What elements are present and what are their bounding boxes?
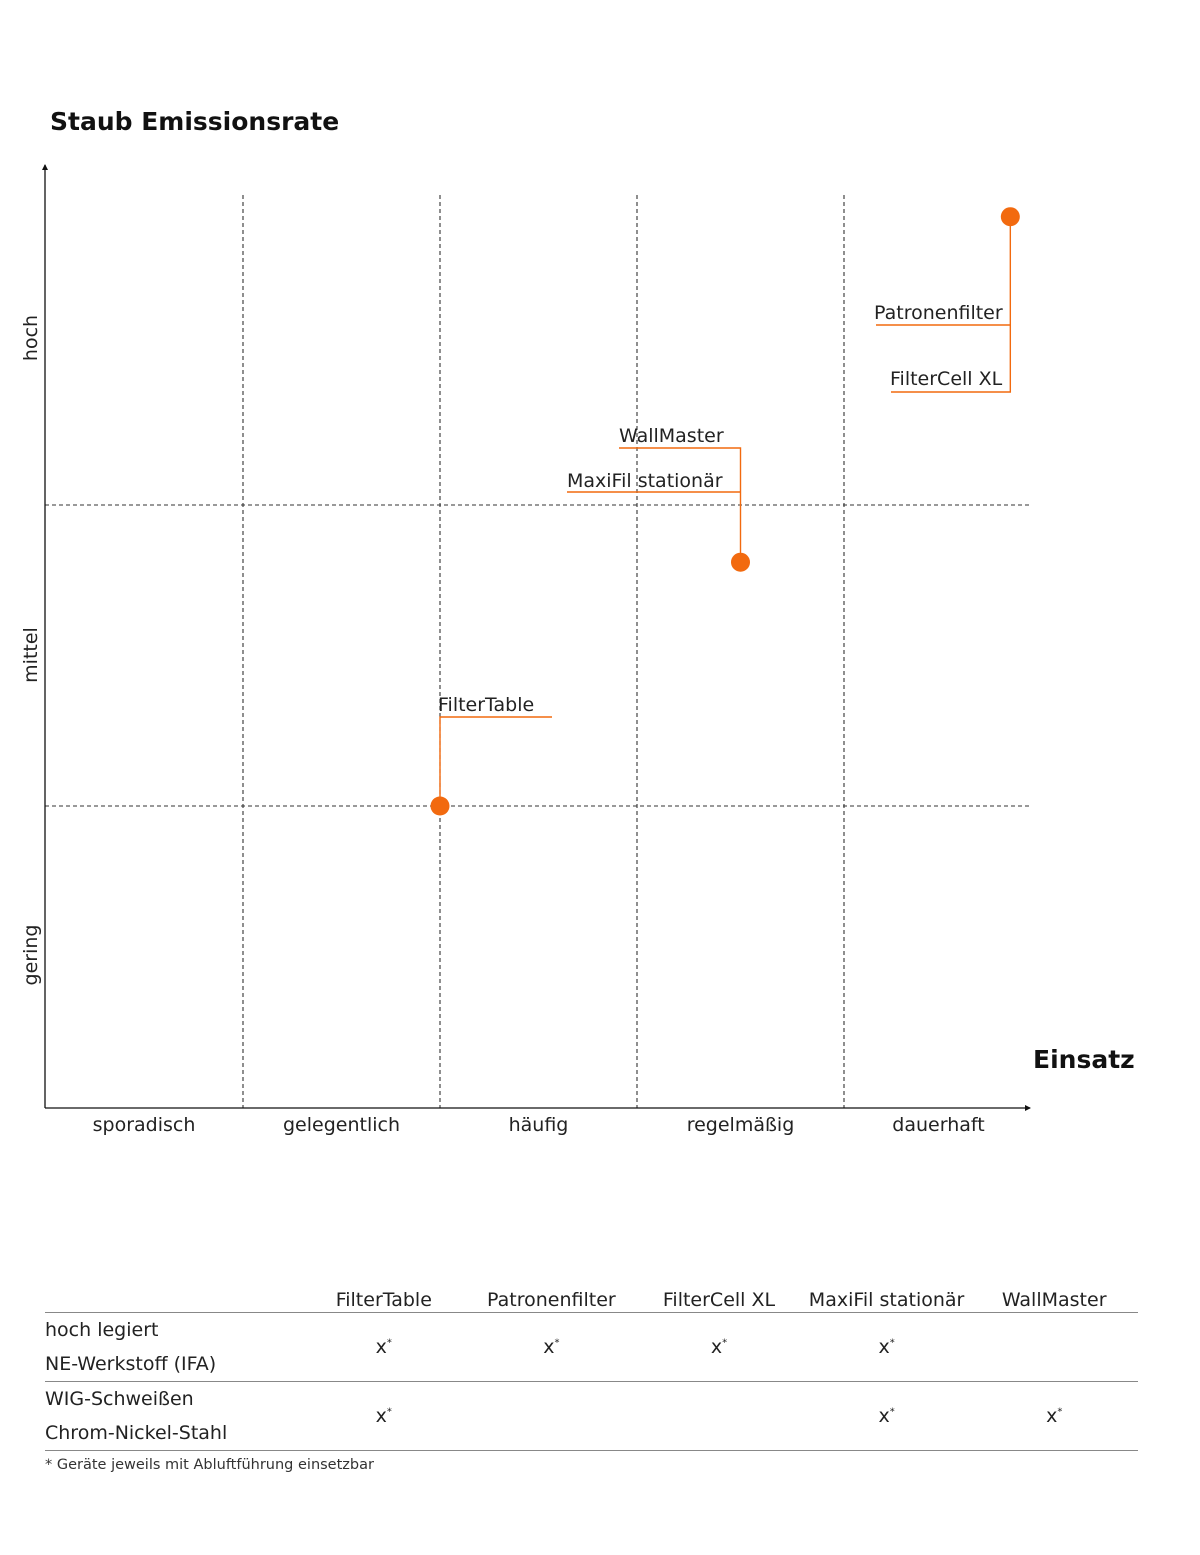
point-label: WallMaster — [619, 425, 724, 447]
table-cell: x* — [802, 1381, 971, 1451]
compatibility-table: FilterTable Patronenfilter FilterCell XL… — [45, 1285, 1138, 1473]
table-corner — [45, 1285, 300, 1313]
table-row: hoch legiert NE-Werkstoff (IFA) x* x* x*… — [45, 1312, 1138, 1382]
data-point — [430, 796, 450, 816]
table-cell: x* — [300, 1312, 468, 1382]
check-mark: x* — [878, 1405, 895, 1427]
chart: Staub Emissionsrate Einsatz sporadisch ge… — [20, 107, 1135, 1136]
table-cell — [467, 1381, 636, 1451]
check-mark: x* — [710, 1336, 728, 1358]
y-tick-label: hoch — [20, 315, 42, 361]
check-mark: x* — [375, 1336, 392, 1358]
row-label-line1: hoch legiert — [45, 1319, 159, 1341]
data-points: FilterTable WallMaster MaxiFil stationär Pa… — [430, 207, 1020, 816]
column-header: FilterTable — [300, 1285, 468, 1313]
column-header: WallMaster — [970, 1285, 1138, 1313]
x-tick-label: gelegentlich — [283, 1114, 400, 1136]
check-mark: x* — [1046, 1405, 1063, 1427]
x-tick-label: dauerhaft — [892, 1114, 984, 1136]
x-tick-label: häufig — [509, 1114, 569, 1136]
check-mark: x* — [878, 1336, 895, 1358]
footnote: * Geräte jeweils mit Abluftführung einse… — [45, 1457, 374, 1473]
y-tick-labels: gering mittel hoch — [20, 315, 42, 986]
row-label-line2: Chrom-Nickel-Stahl — [45, 1422, 228, 1444]
y-tick-label: mittel — [20, 627, 42, 683]
point-label: FilterTable — [438, 694, 534, 716]
row-category: WIG-Schweißen Chrom-Nickel-Stahl — [45, 1381, 300, 1451]
check-mark: x* — [375, 1405, 392, 1427]
point-label: FilterCell XL — [890, 368, 1003, 390]
row-label-line2: NE-Werkstoff (IFA) — [45, 1353, 217, 1375]
table-cell: x* — [300, 1381, 468, 1451]
data-point — [731, 552, 750, 572]
y-axis-title: Staub Emissionsrate — [50, 107, 339, 136]
column-header: FilterCell XL — [635, 1285, 803, 1313]
x-tick-labels: sporadisch gelegentlich häufig regelmäßig da… — [93, 1114, 985, 1136]
table-cell: x* — [802, 1312, 971, 1382]
axes — [42, 164, 1031, 1111]
callout-line — [439, 716, 552, 806]
table-row: WIG-Schweißen Chrom-Nickel-Stahl x* x* x… — [45, 1381, 1138, 1451]
row-label-line1: WIG-Schweißen — [45, 1388, 194, 1410]
x-axis-title: Einsatz — [1033, 1045, 1135, 1074]
x-axis-arrow-icon — [1025, 1105, 1031, 1111]
callout-line — [891, 216, 1012, 393]
column-header: Patronenfilter — [467, 1285, 636, 1313]
table-cell: x* — [635, 1312, 803, 1382]
point-label: Patronenfilter — [874, 302, 1003, 324]
table-cell: x* — [970, 1381, 1138, 1451]
column-header: MaxiFil stationär — [802, 1285, 971, 1313]
grid — [45, 195, 1030, 1108]
x-tick-label: sporadisch — [93, 1114, 196, 1136]
y-axis-arrow-icon — [42, 164, 48, 170]
table-cell — [970, 1312, 1138, 1382]
y-tick-label: gering — [20, 925, 42, 986]
table-cell — [635, 1381, 803, 1451]
point-label: MaxiFil stationär — [567, 470, 723, 492]
row-category: hoch legiert NE-Werkstoff (IFA) — [45, 1312, 300, 1382]
x-tick-label: regelmäßig — [687, 1114, 795, 1136]
data-point — [1000, 207, 1020, 227]
table-cell: x* — [467, 1312, 636, 1382]
table-header-row: FilterTable Patronenfilter FilterCell XL… — [45, 1285, 1138, 1313]
check-mark: x* — [543, 1336, 560, 1358]
callout-line — [619, 447, 742, 563]
